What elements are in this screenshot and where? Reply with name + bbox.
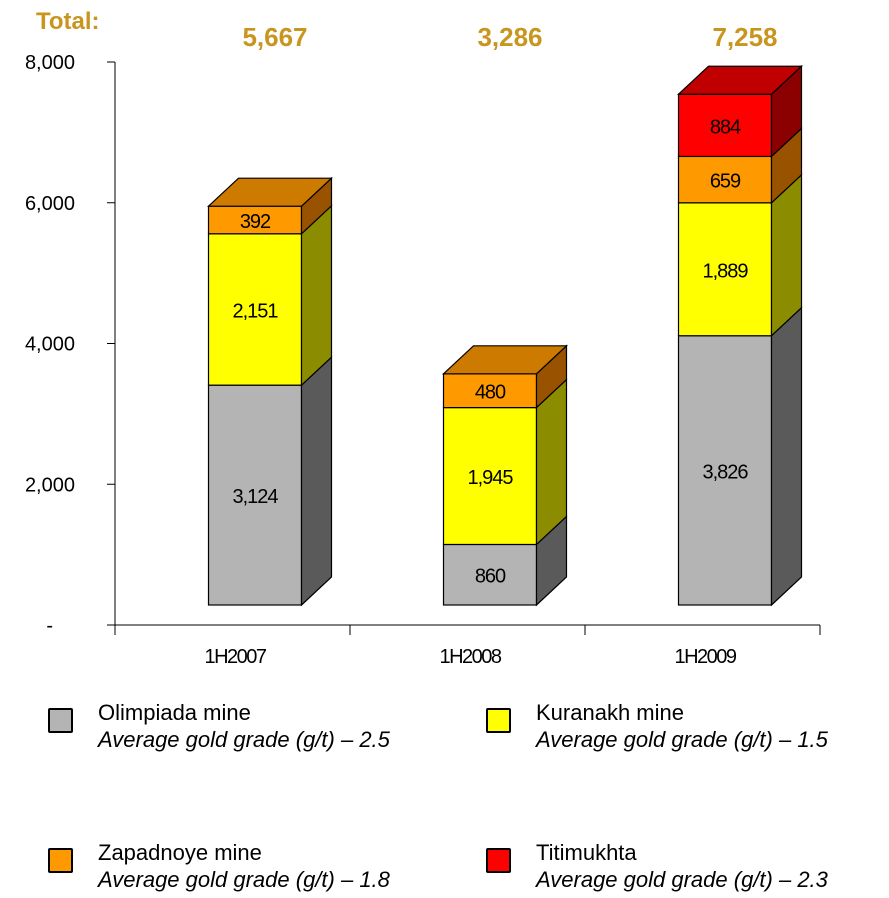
data-label-olimpiada-mine: 3,124 xyxy=(232,486,278,508)
data-label-kuranakh-mine: 1,945 xyxy=(467,467,513,489)
total-value: 3,286 xyxy=(477,22,542,52)
legend-swatch-zapadnoye xyxy=(48,848,73,873)
data-label-olimpiada-mine: 3,826 xyxy=(702,461,748,483)
legend-name-titimukhta: Titimukhta xyxy=(536,840,637,865)
y-tick-label: 2,000 xyxy=(25,474,75,496)
legend-grade-kuranakh: Average gold grade (g/t) – 1.5 xyxy=(536,727,828,752)
bar-front-olimpiada-mine xyxy=(442,543,538,606)
total-label: Total: xyxy=(36,8,100,35)
bar-side-olimpiada-mine xyxy=(770,306,803,607)
stacked-bar-chart: - 2,000 4,000 6,000 8,000 3,124 2,151 392 1H2007… xyxy=(25,22,821,668)
y-tick-label: 8,000 xyxy=(25,52,75,74)
data-label-kuranakh-mine: 2,151 xyxy=(232,300,278,322)
y-tick-label: - xyxy=(46,615,53,637)
bar-side-olimpiada-mine xyxy=(300,355,333,607)
y-tick-label: 4,000 xyxy=(25,334,75,356)
data-label-kuranakh-mine: 1,889 xyxy=(702,260,748,282)
legend-grade-olimpiada: Average gold grade (g/t) – 2.5 xyxy=(98,727,390,752)
legend-name-zapadnoye: Zapadnoye mine xyxy=(98,840,262,865)
data-label-zapadnoye-mine: 392 xyxy=(240,211,271,233)
total-value: 7,258 xyxy=(712,22,777,52)
legend-name-olimpiada: Olimpiada mine xyxy=(98,700,251,725)
data-label-titimukhta: 884 xyxy=(710,116,741,138)
legend-swatch-kuranakh xyxy=(486,708,511,733)
bar-top-titimukhta xyxy=(676,65,804,95)
legend-grade-zapadnoye: Average gold grade (g/t) – 1.8 xyxy=(98,867,390,892)
x-tick-label: 1H2008 xyxy=(439,646,501,668)
bar-top-zapadnoye-mine xyxy=(441,345,569,375)
legend-swatch-titimukhta xyxy=(486,848,511,873)
bar-side-kuranakh-mine xyxy=(535,378,568,546)
bar-front-kuranakh-mine xyxy=(442,406,538,546)
x-tick-label: 1H2007 xyxy=(204,646,266,668)
bar-front-titimukhta xyxy=(677,93,773,158)
legend-grade-titimukhta: Average gold grade (g/t) – 2.3 xyxy=(536,867,828,892)
bar-side-kuranakh-mine xyxy=(300,204,333,387)
legend-swatch-olimpiada xyxy=(48,708,73,733)
bar-top-zapadnoye-mine xyxy=(206,177,334,207)
bar-front-zapadnoye-mine xyxy=(677,155,773,204)
x-tick-label: 1H2009 xyxy=(674,646,736,668)
total-value: 5,667 xyxy=(242,22,307,52)
data-label-zapadnoye-mine: 659 xyxy=(710,171,741,193)
legend-name-kuranakh: Kuranakh mine xyxy=(536,700,684,725)
data-label-zapadnoye-mine: 480 xyxy=(475,382,506,404)
bar-front-olimpiada-mine xyxy=(677,335,773,606)
data-label-olimpiada-mine: 860 xyxy=(475,566,506,588)
y-tick-label: 6,000 xyxy=(25,193,75,215)
